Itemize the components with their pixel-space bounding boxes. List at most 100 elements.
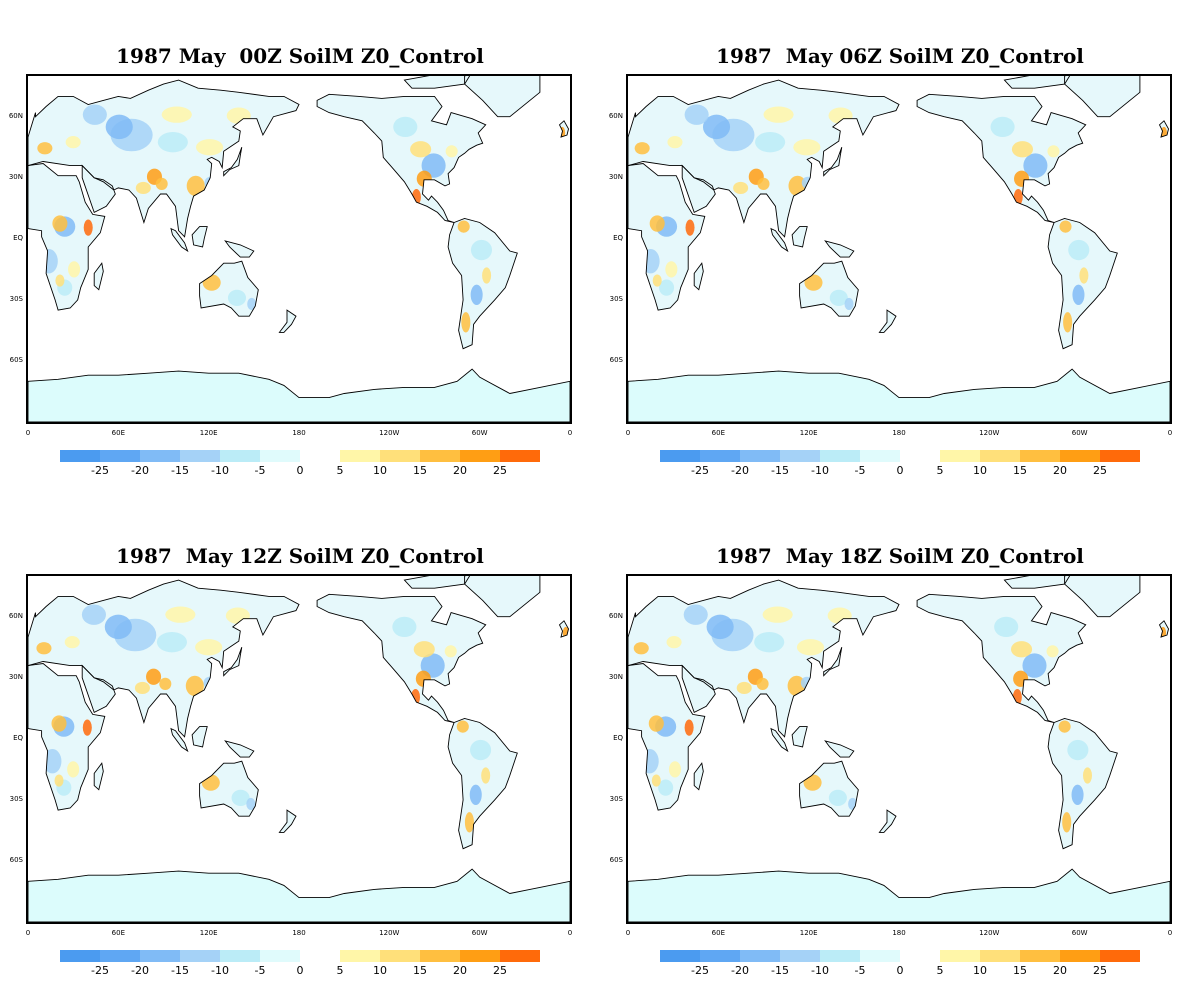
coastline-arabia	[81, 164, 116, 214]
anomaly-patch	[803, 774, 822, 791]
lon-label: 60W	[1071, 929, 1088, 937]
lon-label: 0	[25, 929, 31, 937]
colorbar-label: 25	[1093, 964, 1107, 977]
colorbar-label: 10	[373, 464, 387, 477]
coastline-madagascar	[93, 262, 104, 291]
lon-label: 60E	[711, 929, 725, 937]
colorbar-swatch	[1020, 950, 1060, 962]
map-plot-area	[626, 574, 1172, 924]
anomaly-patch	[456, 720, 469, 733]
anomaly-patch	[685, 219, 695, 236]
anomaly-patch	[135, 181, 151, 195]
anomaly-patch	[1047, 145, 1060, 158]
lat-label: 60S	[9, 355, 23, 364]
anomaly-patch	[64, 636, 80, 649]
colorbar-label: 20	[453, 964, 467, 977]
anomaly-patch	[470, 239, 493, 261]
landmass-northamerica	[917, 94, 1086, 223]
anomaly-patch	[165, 606, 196, 623]
colorbar-label: -5	[254, 964, 266, 977]
anomaly-patch	[156, 631, 187, 653]
colorbar-label: 5	[936, 964, 944, 977]
panel-title: 1987 May 18Z SoilM Z0_Control	[716, 544, 1084, 568]
colorbar-swatch	[500, 450, 540, 462]
colorbar-swatch	[460, 450, 500, 462]
lon-label: 120E	[199, 929, 218, 937]
anomaly-patch	[246, 797, 256, 811]
colorbar-positive	[340, 950, 540, 962]
coastline-sumatra	[770, 727, 789, 753]
anomaly-patch	[1068, 239, 1090, 261]
lat-label: 30S	[609, 294, 623, 303]
coastline-newzealand	[278, 309, 297, 333]
world-map	[28, 76, 570, 422]
anomaly-patch	[648, 715, 664, 732]
lat-label: EQ	[613, 733, 623, 742]
landmass-sumatra	[771, 728, 788, 751]
anomaly-patch	[787, 675, 806, 697]
landmass-newzealand	[279, 310, 296, 333]
colorbar-label: -10	[211, 464, 229, 477]
colorbar-label: 25	[1093, 464, 1107, 477]
lat-label: 30S	[9, 294, 23, 303]
coastline-greenland	[1064, 576, 1141, 618]
colorbar-swatch	[260, 950, 300, 962]
coastline-arctic1	[1003, 576, 1071, 589]
anomaly-patch	[649, 215, 665, 232]
anomaly-patch	[393, 116, 418, 138]
anomaly-patch	[804, 274, 823, 291]
landmass-newguinea	[225, 740, 254, 758]
landmass-madagascar	[94, 763, 104, 790]
world-map	[28, 576, 570, 922]
anomaly-patch	[990, 116, 1015, 138]
lon-label: 0	[625, 429, 631, 437]
anomaly-patch	[65, 136, 81, 149]
coastline-newguinea	[224, 740, 255, 758]
colorbar-swatch	[980, 950, 1020, 962]
lat-label: 30S	[9, 794, 23, 803]
anomaly-patch	[67, 761, 80, 778]
anomaly-patch	[195, 639, 223, 656]
lon-label: 120W	[379, 929, 400, 937]
colorbar-swatch	[220, 450, 260, 462]
landmass-madagascar	[694, 763, 704, 790]
colorbar-swatch	[860, 950, 900, 962]
anomaly-patch	[83, 219, 93, 236]
lat-label: EQ	[13, 733, 23, 742]
anomaly-patch	[754, 631, 785, 653]
anomaly-patch	[43, 749, 62, 774]
landmass-southamerica	[448, 718, 518, 849]
landmass-newzealand	[879, 810, 896, 833]
anomaly-patch	[51, 715, 67, 732]
colorbar-label: -15	[771, 964, 789, 977]
lon-label: 120E	[799, 929, 818, 937]
colorbar-swatch	[780, 950, 820, 962]
coastline-greenland	[464, 576, 541, 618]
colorbar-label: 5	[936, 464, 944, 477]
lon-label: 120E	[199, 429, 218, 437]
coastline-sumatra	[170, 727, 189, 753]
anomaly-patch	[457, 220, 470, 233]
anomaly-patch	[640, 749, 659, 774]
landmass-newguinea	[825, 240, 854, 258]
landmass-arctic1	[1004, 76, 1070, 89]
map-plot-area	[26, 74, 572, 424]
colorbar-swatch	[420, 450, 460, 462]
colorbar-label: 20	[453, 464, 467, 477]
colorbar-swatch	[1060, 450, 1100, 462]
coastline-eurasia	[28, 579, 300, 738]
lon-label: 0	[1167, 429, 1173, 437]
anomaly-patch	[651, 774, 661, 787]
map-panel-06z: 1987 May 06Z SoilM Z0_Control 60N 30N EQ 30…	[600, 0, 1200, 500]
coastline-uk	[558, 120, 569, 138]
anomaly-patch	[392, 616, 417, 638]
anomaly-patch	[757, 177, 770, 190]
anomaly-patch	[226, 107, 251, 124]
coastline-northamerica	[316, 93, 487, 223]
lon-label: 60W	[471, 429, 488, 437]
colorbar-label: -10	[811, 464, 829, 477]
colorbar-swatch	[780, 450, 820, 462]
colorbar-swatch	[220, 950, 260, 962]
anomaly-patch	[668, 761, 681, 778]
antarctica	[628, 868, 1170, 922]
